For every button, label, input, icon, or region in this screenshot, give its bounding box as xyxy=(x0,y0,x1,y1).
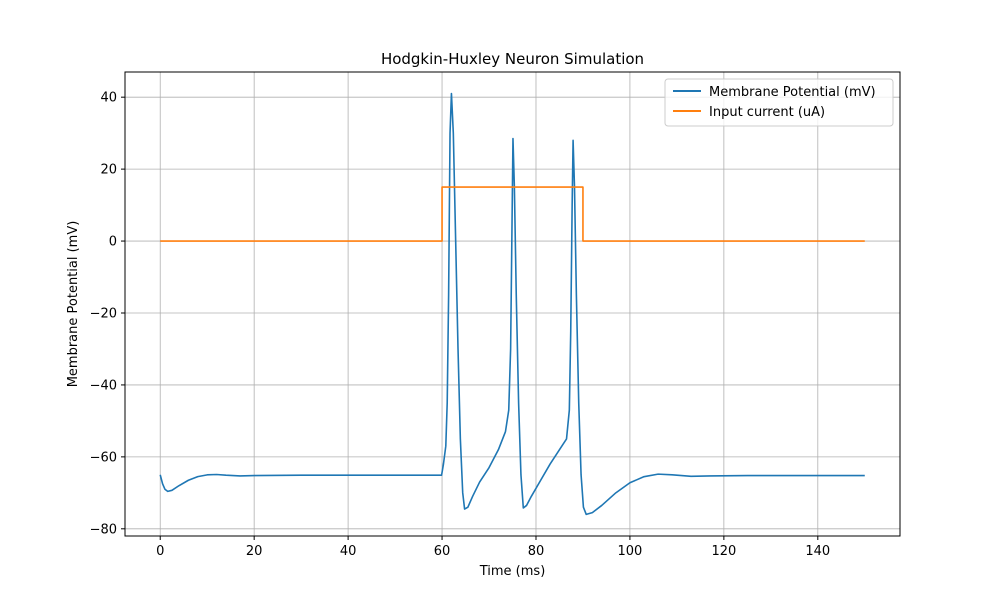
x-tick-label: 60 xyxy=(434,544,451,559)
series-line-input-current xyxy=(160,186,865,242)
legend-label-input-current: Input current (uA) xyxy=(709,105,825,120)
x-tick-label: 0 xyxy=(156,544,164,559)
x-tick-label: 40 xyxy=(340,544,357,559)
legend-label-membrane-potential: Membrane Potential (mV) xyxy=(709,85,876,100)
x-tick-label: 140 xyxy=(805,544,830,559)
series-line-membrane-potential xyxy=(159,92,865,516)
y-tick-label: 20 xyxy=(100,163,117,178)
y-tick-label: −40 xyxy=(90,378,117,393)
chart-title: Hodgkin-Huxley Neuron Simulation xyxy=(381,50,644,68)
x-axis-label: Time (ms) xyxy=(479,564,546,579)
legend-box xyxy=(664,78,894,127)
plot-frame xyxy=(124,71,901,537)
y-tick-label: −60 xyxy=(90,450,117,465)
y-tick-label: −20 xyxy=(90,306,117,321)
y-axis-label: Membrane Potential (mV) xyxy=(66,221,81,388)
axis-ticks: 0 20 40 60 80 100 120 140 −80 −60 −40 −20 0 20 40 xyxy=(90,91,831,559)
y-tick-label: 0 xyxy=(109,235,117,250)
y-tick-label: 40 xyxy=(100,91,117,106)
x-tick-label: 100 xyxy=(618,544,643,559)
x-tick-label: 120 xyxy=(711,544,736,559)
x-tick-label: 20 xyxy=(246,544,263,559)
series-layer xyxy=(159,92,865,516)
x-tick-label: 80 xyxy=(528,544,545,559)
y-tick-label: −80 xyxy=(90,522,117,537)
legend: Membrane Potential (mV) Input current (u… xyxy=(664,78,894,127)
